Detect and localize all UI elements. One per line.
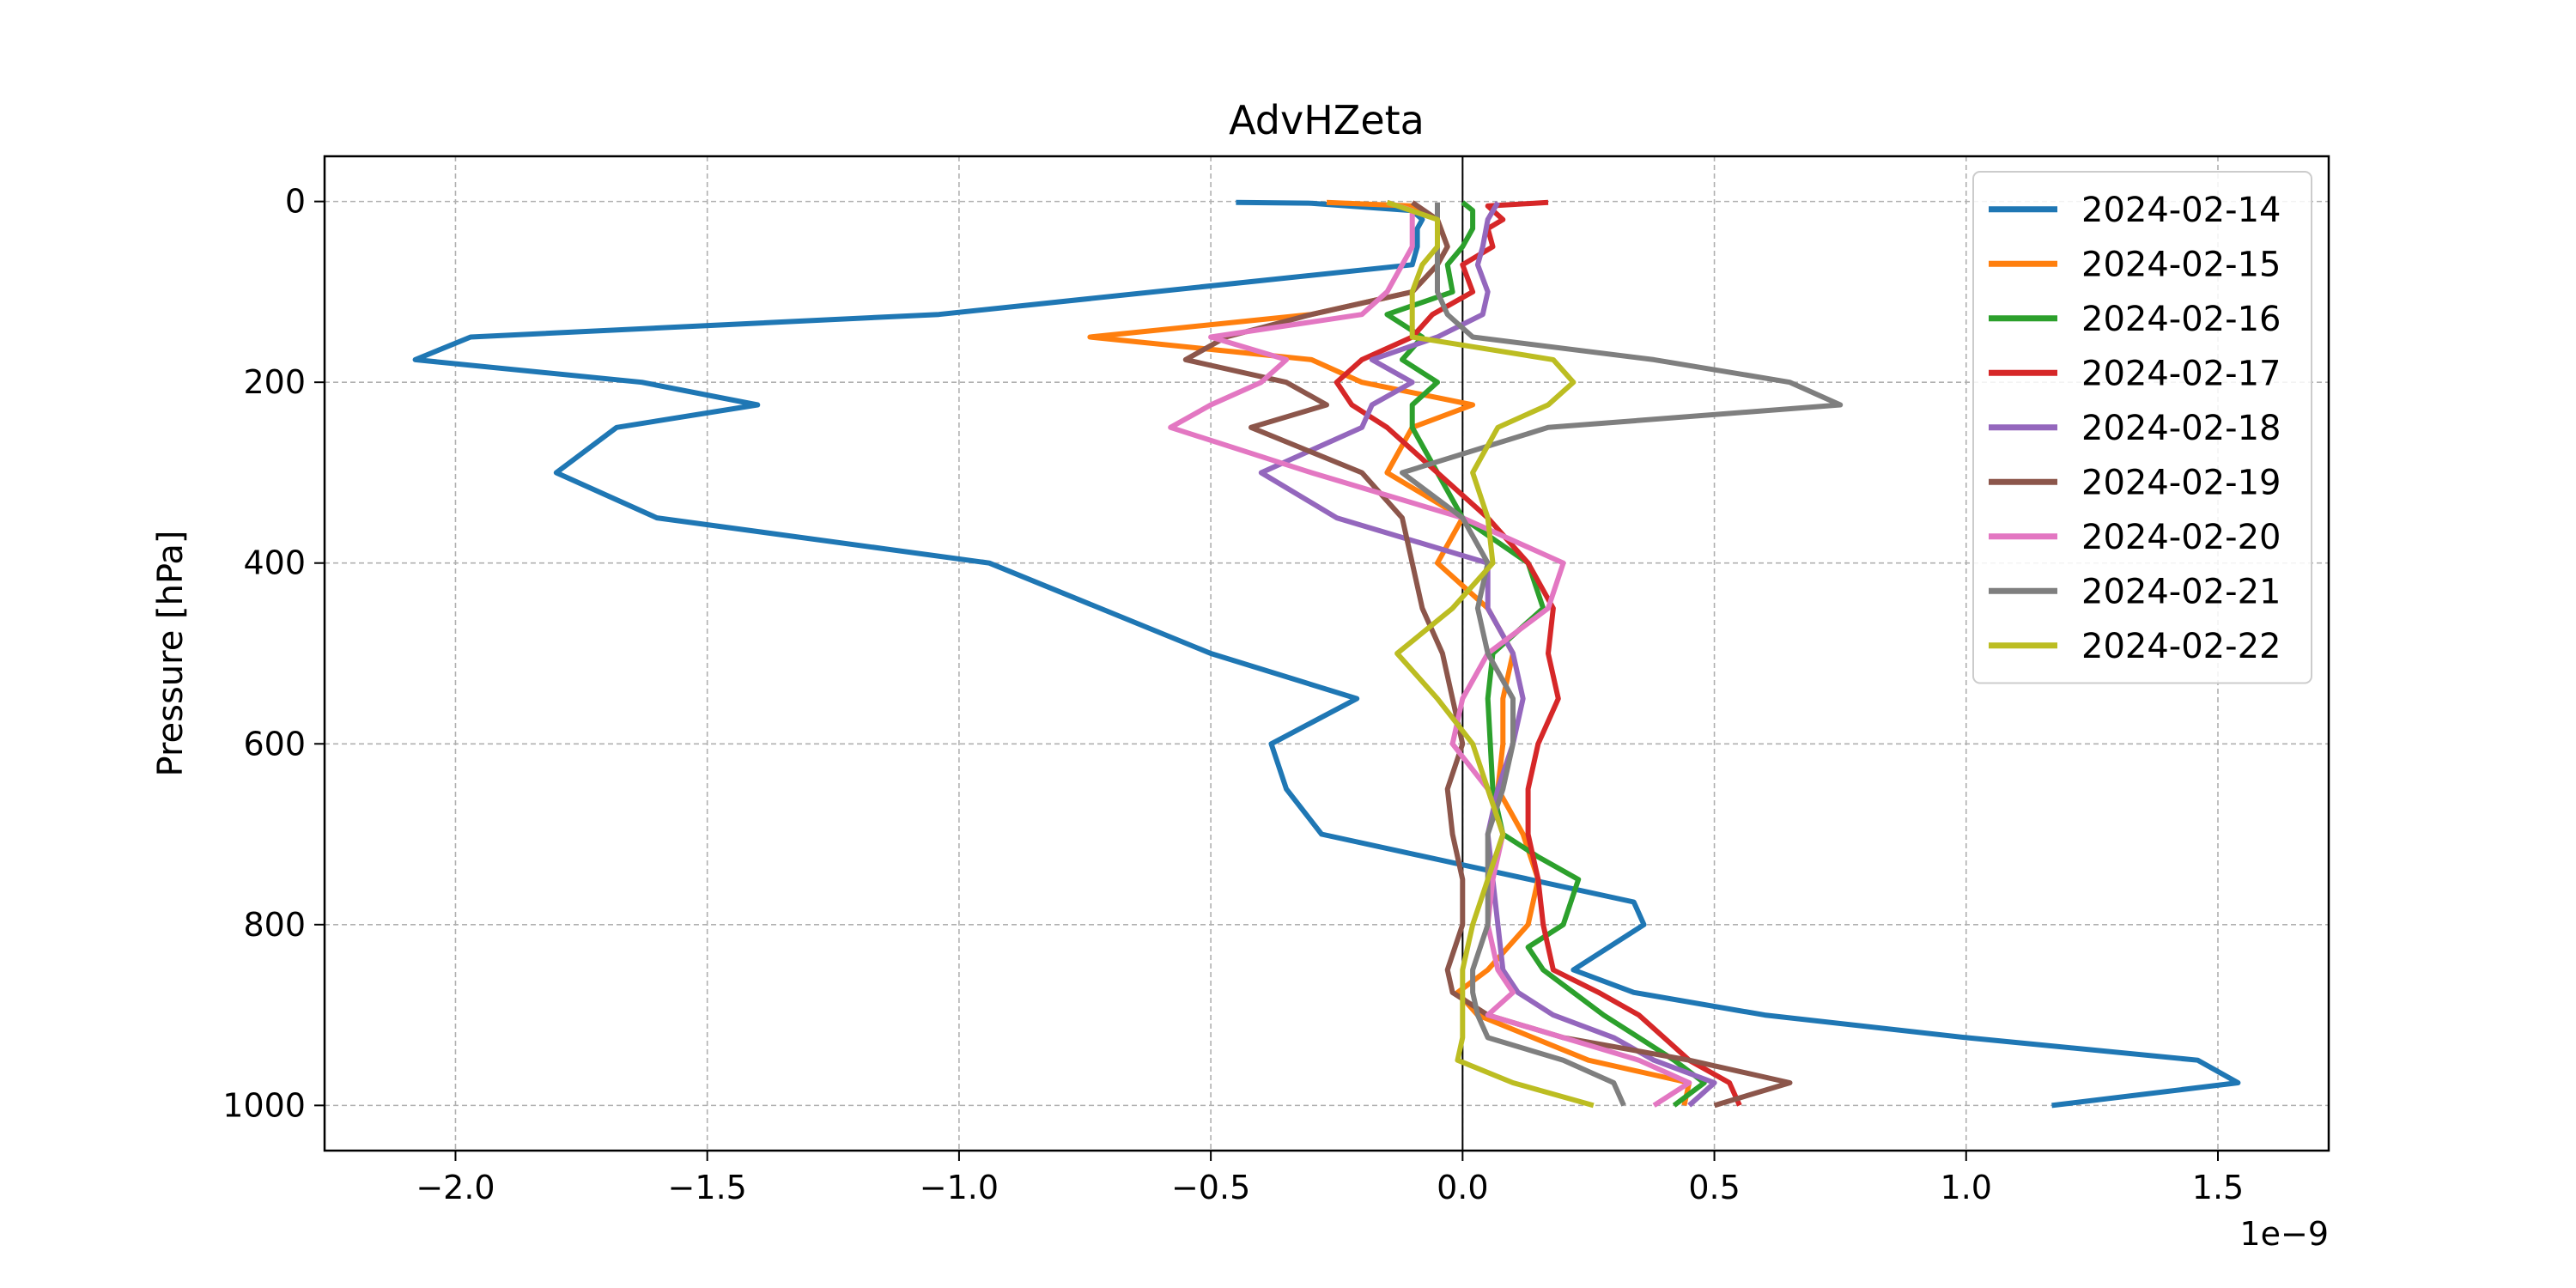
y-tick-label: 1000: [222, 1086, 306, 1124]
legend-box: [1972, 171, 2312, 684]
legend-entry-label: 2024-02-21: [2081, 572, 2281, 611]
legend-entry-label: 2024-02-18: [2081, 409, 2281, 448]
series-line-2024-02-14: [412, 199, 2241, 1109]
x-tick-label: 0.5: [1688, 1169, 1740, 1206]
legend-entry-label: 2024-02-20: [2081, 518, 2281, 557]
x-tick-label: −2.0: [416, 1169, 495, 1206]
legend-entry-label: 2024-02-16: [2081, 300, 2281, 339]
x-tick-label: 1.5: [2192, 1169, 2244, 1206]
y-axis-ticks: 0 200 400 600 800 1000: [222, 183, 325, 1124]
x-tick-label: 1.0: [1941, 1169, 1992, 1206]
y-tick-label: 800: [243, 906, 306, 944]
y-tick-label: 400: [243, 544, 306, 582]
series-line-2024-02-21: [1400, 202, 1844, 1107]
legend-entry-label: 2024-02-15: [2081, 245, 2281, 284]
y-axis-label: Pressure [hPa]: [151, 531, 191, 777]
legend-entry-label: 2024-02-17: [2081, 354, 2281, 393]
y-tick-label: 200: [243, 363, 306, 401]
chart-title: AdvHZeta: [1229, 97, 1425, 143]
x-axis-ticks: −2.0 −1.5 −1.0 −0.5 0.0 0.5 1.0 1.5: [416, 1151, 2244, 1206]
x-tick-label: −1.5: [668, 1169, 747, 1206]
series-line-2024-02-17: [1334, 199, 1742, 1107]
series-line-2024-02-20: [1168, 199, 1692, 1108]
plot-frame: [323, 155, 2330, 1152]
legend: 2024-02-14 2024-02-15 2024-02-16 2024-02-17…: [1972, 171, 2312, 684]
x-tick-label: −0.5: [1171, 1169, 1250, 1206]
series-line-2024-02-16: [1384, 200, 1707, 1108]
series-layer: [412, 199, 2241, 1109]
series-line-2024-02-18: [1258, 201, 1717, 1108]
legend-entry-label: 2024-02-14: [2081, 191, 2281, 230]
y-tick-label: 600: [243, 725, 306, 762]
series-line-2024-02-22: [1386, 199, 1595, 1109]
y-tick-label: 0: [285, 183, 306, 221]
x-tick-label: 0.0: [1437, 1169, 1488, 1206]
x-axis-offset-label: 1e−9: [2239, 1215, 2329, 1253]
legend-entry-label: 2024-02-19: [2081, 463, 2281, 502]
x-tick-label: −1.0: [920, 1169, 999, 1206]
legend-entry-label: 2024-02-22: [2081, 627, 2281, 666]
